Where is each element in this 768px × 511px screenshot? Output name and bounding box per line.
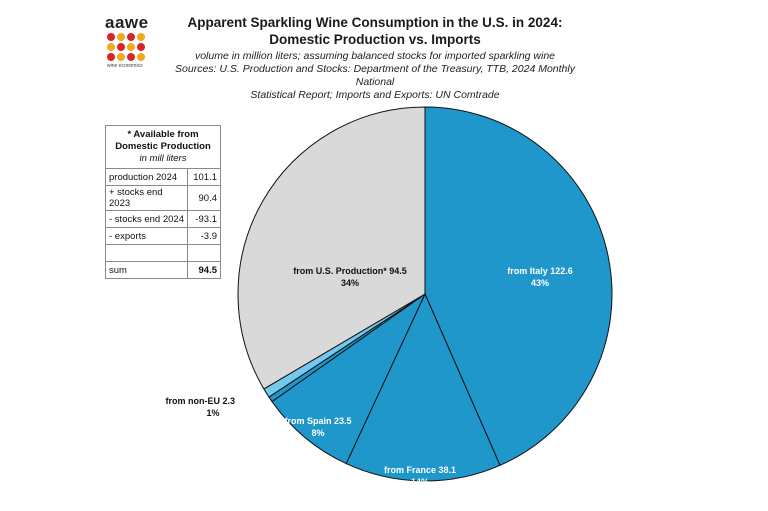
logo-dot: [137, 33, 145, 41]
logo-dot: [137, 53, 145, 61]
pie-slice-from-u-s-production: [237, 106, 426, 390]
slice-value-label: from France 38.1: [384, 465, 456, 475]
table-row: production 2024 101.1: [105, 168, 221, 186]
chart-subtitle-line-3: Statistical Report; Imports and Exports:…: [250, 89, 500, 101]
table-spacer-row: [105, 244, 221, 262]
slice-percent-label: 1%: [206, 408, 219, 418]
logo-dot: [127, 43, 135, 51]
slice-value-label: from U.S. Production* 94.5: [293, 266, 407, 276]
table-header-line-1: * Available from: [127, 129, 199, 140]
slice-value-label: from other EU 1.3: [160, 424, 235, 434]
logo-dot: [127, 53, 135, 61]
chart-header: Apparent Sparkling Wine Consumption in t…: [170, 14, 580, 102]
logo-dot: [117, 33, 125, 41]
slice-percent-label: 34%: [341, 278, 359, 288]
chart-subtitle-line-2: Sources: U.S. Production and Stocks: Dep…: [175, 63, 575, 88]
slice-percent-label: 8%: [311, 428, 324, 438]
slice-value-label: from Italy 122.6: [507, 266, 573, 276]
logo-word: aawe: [105, 13, 149, 32]
logo-dot: [107, 53, 115, 61]
row-value: 90.4: [187, 185, 221, 211]
aawe-logo: aawe wine economics: [105, 14, 165, 69]
logo-dot: [107, 33, 115, 41]
slice-value-label: from non-EU 2.3: [165, 396, 235, 406]
logo-dot: [127, 33, 135, 41]
table-sum-row: sum 94.5: [105, 261, 221, 279]
slice-percent-label: 43%: [531, 278, 549, 288]
table-header-unit: in mill liters: [139, 153, 187, 164]
logo-tagline: wine economics: [107, 63, 143, 69]
table-row: - exports -3.9: [105, 227, 221, 245]
table-row: + stocks end 2023 90.4: [105, 185, 221, 211]
slice-percent-label: 0%: [206, 436, 219, 446]
sum-label: sum: [105, 261, 188, 279]
chart-title-line-2: Domestic Production vs. Imports: [269, 32, 481, 47]
table-row: - stocks end 2024 -93.1: [105, 210, 221, 228]
logo-dot: [117, 53, 125, 61]
pie-slice-from-italy: [424, 106, 613, 466]
logo-dot: [117, 43, 125, 51]
domestic-availability-table: * Available from Domestic Production in …: [105, 125, 221, 279]
slice-percent-label: 14%: [411, 477, 429, 487]
logo-dot-grid: [107, 33, 165, 61]
pie-slice-from-france: [345, 292, 501, 482]
slice-value-label: from Spain 23.5: [284, 416, 351, 426]
chart-title-line-1: Apparent Sparkling Wine Consumption in t…: [187, 15, 563, 30]
sum-value: 94.5: [187, 261, 221, 279]
logo-dot: [107, 43, 115, 51]
pie-slice-from-spain: [271, 292, 427, 465]
logo-dot: [137, 43, 145, 51]
table-header-line-2: Domestic Production: [115, 141, 211, 152]
chart-subtitle-line-1: volume in million liters; assuming balan…: [194, 50, 556, 62]
